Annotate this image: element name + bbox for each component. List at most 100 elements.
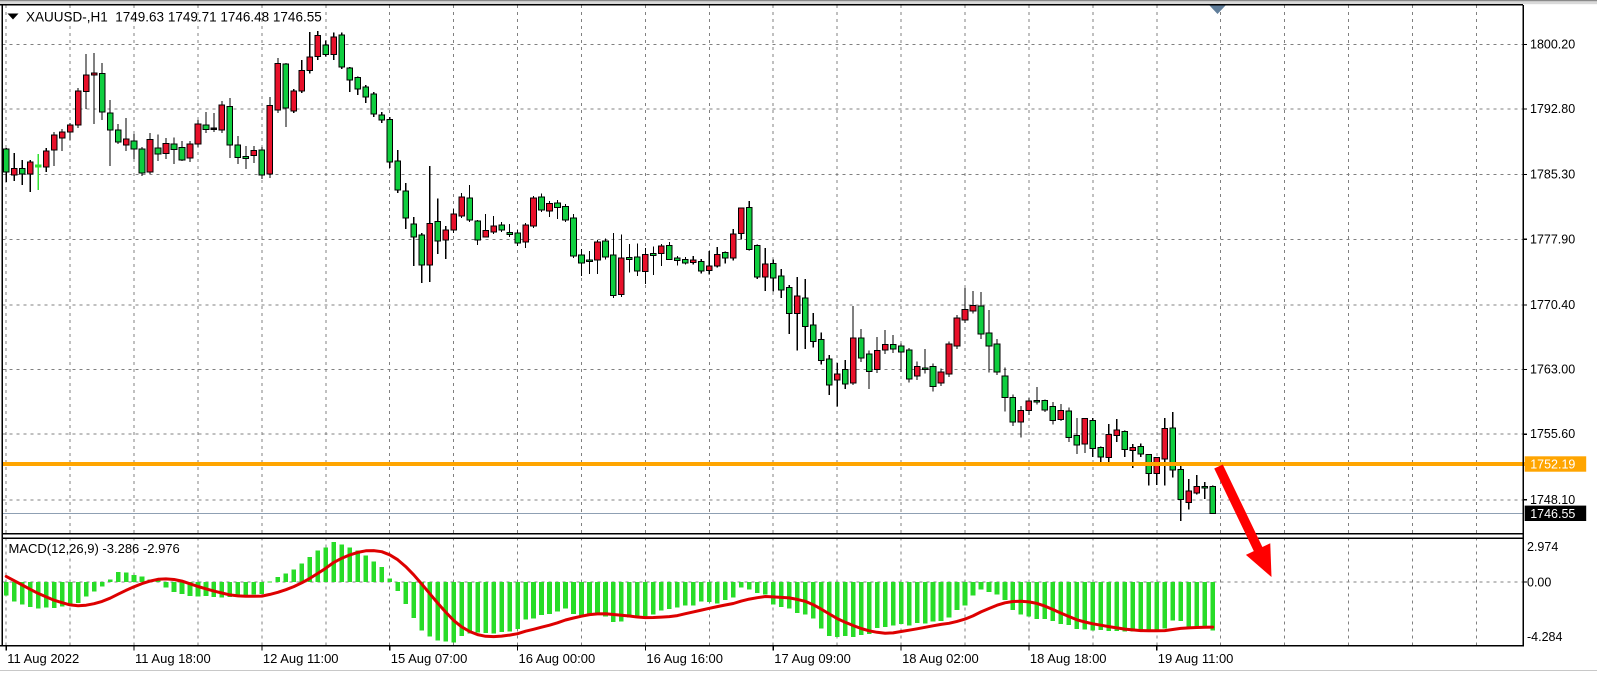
macd-bar bbox=[667, 582, 672, 610]
candle-body bbox=[650, 253, 657, 256]
collapse-triangle-icon[interactable] bbox=[7, 13, 19, 20]
candle-body bbox=[306, 56, 314, 72]
candle-body bbox=[18, 168, 26, 175]
candle-body bbox=[801, 297, 809, 328]
candle-body bbox=[1105, 433, 1113, 459]
candle-body bbox=[274, 63, 282, 111]
macd-bar bbox=[299, 563, 305, 582]
candle-body bbox=[666, 245, 673, 260]
candle-body bbox=[1081, 417, 1089, 445]
candle-body bbox=[146, 138, 154, 173]
candle-body bbox=[674, 257, 681, 262]
macd-bar bbox=[219, 582, 225, 598]
macd-bar bbox=[834, 582, 840, 638]
macd-histogram bbox=[3, 541, 1215, 643]
candle-body bbox=[1113, 429, 1121, 437]
candle-body bbox=[106, 112, 114, 131]
macd-bar bbox=[243, 582, 249, 596]
candles bbox=[2, 31, 1216, 521]
macd-bar bbox=[387, 578, 393, 582]
candle-body bbox=[857, 337, 865, 359]
macd-bar bbox=[187, 582, 193, 596]
macd-bar bbox=[587, 582, 592, 615]
candle-body bbox=[338, 34, 346, 68]
candle-body bbox=[474, 220, 481, 241]
macd-bar bbox=[35, 582, 41, 609]
macd-bar bbox=[786, 582, 792, 609]
macd-bar bbox=[75, 582, 81, 603]
candle-body bbox=[154, 147, 162, 155]
macd-bar bbox=[1018, 582, 1024, 615]
candle-body bbox=[602, 240, 609, 258]
candle-body bbox=[258, 149, 266, 176]
candle-body bbox=[937, 371, 945, 384]
scroll-position-marker[interactable] bbox=[1209, 5, 1226, 15]
macd-bar bbox=[730, 582, 736, 598]
time-axis[interactable]: 11 Aug 2022 11 Aug 18:00 12 Aug 11:00 15 Au… bbox=[5, 645, 1233, 666]
macd-bar bbox=[363, 555, 369, 582]
macd-bar bbox=[970, 582, 976, 596]
candle-body bbox=[66, 124, 74, 133]
candle-body bbox=[1177, 469, 1185, 500]
macd-bar bbox=[1034, 582, 1040, 620]
candle-body bbox=[849, 337, 857, 384]
candle-body bbox=[610, 254, 617, 297]
candle-body bbox=[698, 261, 705, 272]
chart-header: XAUUSD-,H1 1749.63 1749.71 1746.48 1746.… bbox=[7, 10, 322, 25]
arrow-head[interactable] bbox=[1245, 543, 1272, 577]
candle-body bbox=[745, 206, 753, 251]
candle-body bbox=[282, 63, 290, 109]
candle-body bbox=[122, 138, 130, 146]
bid-badge-box bbox=[1524, 505, 1587, 522]
time-axis-label: 12 Aug 11:00 bbox=[263, 651, 339, 666]
candle-body bbox=[218, 104, 226, 131]
candle-body bbox=[729, 233, 737, 259]
candle-body bbox=[50, 134, 58, 151]
candle-body bbox=[1137, 446, 1145, 455]
macd-bar bbox=[1050, 582, 1056, 622]
macd-bar bbox=[259, 582, 265, 595]
candle-body bbox=[753, 245, 761, 278]
time-axis-label: 18 Aug 18:00 bbox=[1030, 651, 1107, 666]
candle-body bbox=[578, 254, 585, 264]
candle-body bbox=[793, 295, 801, 315]
candle-body bbox=[522, 224, 529, 243]
candle-body bbox=[322, 44, 330, 56]
price-axis-label: 1763.00 bbox=[1530, 363, 1575, 377]
candle-body bbox=[298, 70, 306, 92]
price-axis[interactable]: 1800.20 1792.80 1785.30 1777.90 1770.40 1763.… bbox=[1523, 37, 1587, 644]
macd-bar bbox=[11, 582, 17, 602]
macd-bar bbox=[523, 582, 528, 620]
macd-bar bbox=[842, 582, 848, 637]
candle-body bbox=[817, 338, 825, 362]
macd-bar bbox=[810, 582, 816, 619]
macd-bar bbox=[1162, 582, 1168, 629]
macd-bar bbox=[1178, 582, 1184, 622]
time-axis-label: 16 Aug 00:00 bbox=[519, 651, 596, 666]
candle-body bbox=[913, 365, 921, 377]
candle-body bbox=[34, 164, 42, 168]
candle-body bbox=[769, 263, 777, 279]
macd-bar bbox=[475, 582, 480, 633]
time-axis-label: 11 Aug 18:00 bbox=[135, 651, 211, 666]
price-axis-label: 1785.30 bbox=[1530, 168, 1575, 182]
macd-bar bbox=[451, 582, 456, 643]
time-axis-label: 18 Aug 02:00 bbox=[902, 651, 979, 666]
macd-bar bbox=[1186, 582, 1192, 627]
macd-bar bbox=[1106, 582, 1112, 631]
macd-bar bbox=[459, 582, 464, 636]
candle-body bbox=[2, 148, 10, 173]
macd-bar bbox=[946, 582, 952, 618]
candle-body bbox=[466, 197, 473, 221]
candle-body bbox=[1201, 485, 1209, 489]
candle-body bbox=[1169, 427, 1177, 471]
candle-body bbox=[865, 353, 873, 373]
candle-body bbox=[58, 131, 66, 139]
candle-body bbox=[1041, 399, 1049, 411]
horizontal-line-object[interactable] bbox=[2, 462, 1527, 466]
candle-body bbox=[1017, 410, 1025, 423]
macd-bar bbox=[235, 582, 241, 597]
price-axis-label: 1800.20 bbox=[1530, 37, 1575, 51]
macd-bar bbox=[922, 582, 928, 624]
